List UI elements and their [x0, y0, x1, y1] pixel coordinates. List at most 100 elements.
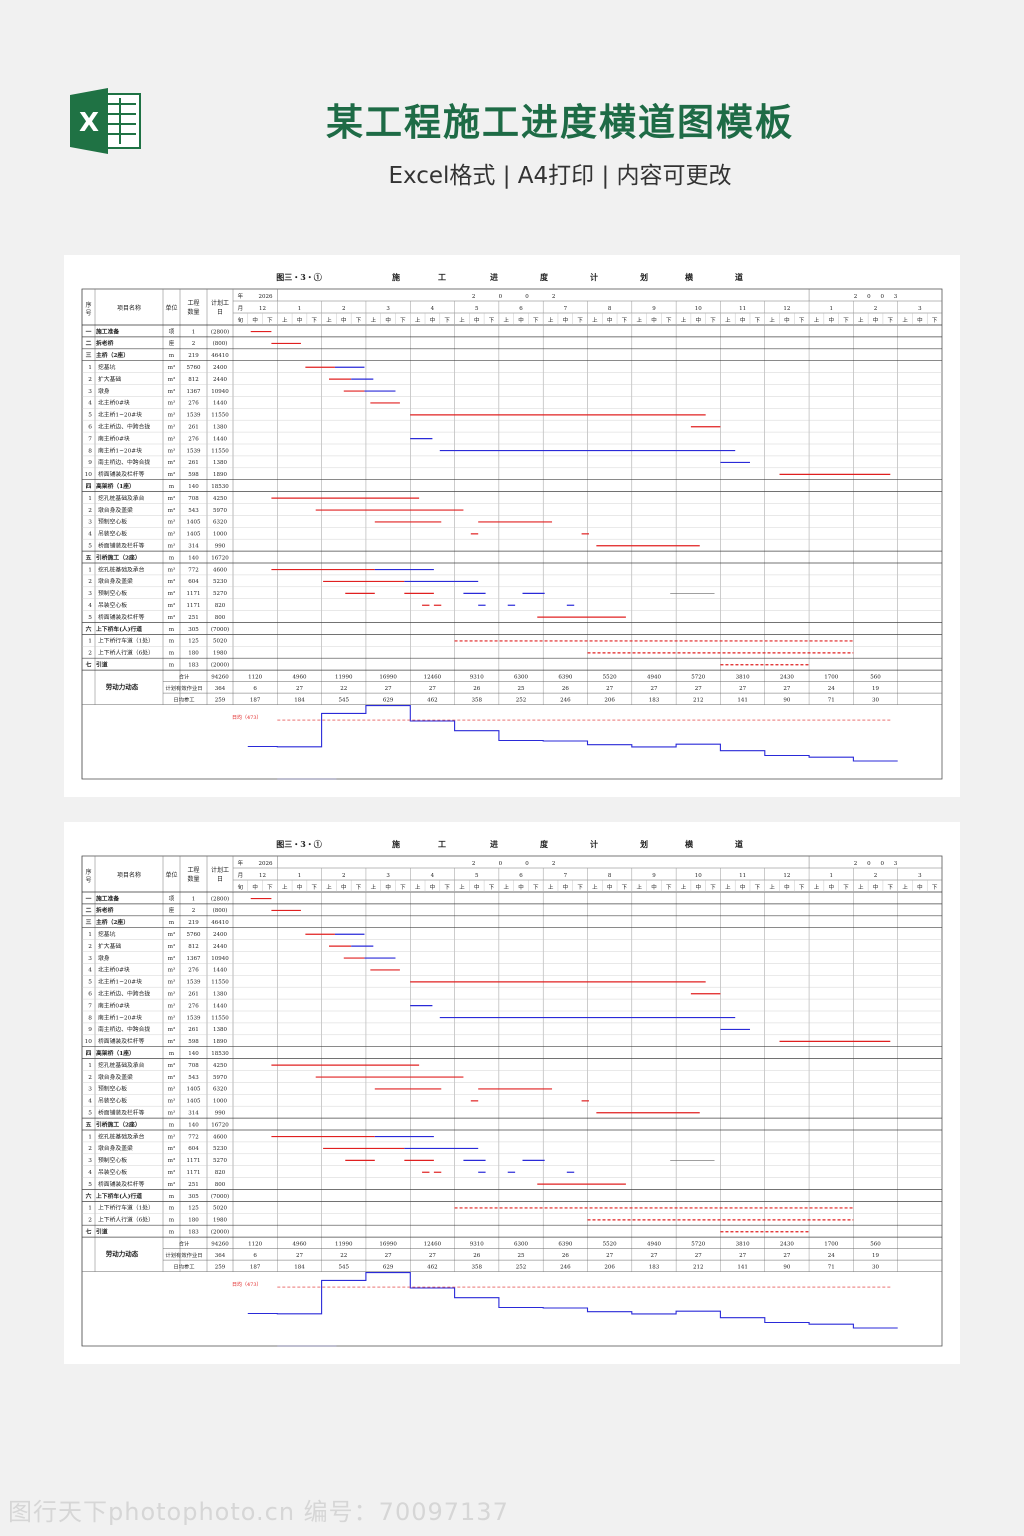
task-days: 1440 — [213, 1003, 227, 1009]
labor-value: 27 — [385, 686, 392, 692]
task-unit: m³ — [168, 459, 175, 466]
task-seq: 9 — [88, 460, 92, 466]
task-name: 桥面铺装及栏杆等 — [98, 613, 145, 621]
task-days: 46410 — [211, 920, 229, 926]
month-label: 2 — [874, 306, 878, 312]
task-days: (2000) — [211, 1229, 229, 1236]
task-name: 吊装空心板 — [98, 601, 127, 609]
labor-value: 206 — [604, 697, 615, 703]
task-name: 吊装空心板 — [98, 1097, 127, 1105]
task-qty: 180 — [188, 651, 199, 657]
dekad-label: 中 — [873, 883, 879, 891]
dekad-label: 下 — [755, 317, 761, 324]
labor-value: 27 — [783, 686, 790, 692]
year-digit: 2 — [472, 294, 476, 300]
task-row: 2 墩台身及盖梁 m³ 604 5230 — [82, 1144, 942, 1154]
labor-value: 26 — [562, 686, 569, 692]
dekad-label: 中 — [341, 316, 347, 324]
task-qty: 1 — [192, 896, 196, 902]
month-label: 5 — [475, 306, 479, 312]
task-seq: 4 — [88, 1099, 92, 1105]
task-unit: m — [169, 663, 175, 669]
dekad-label: 下 — [710, 317, 716, 324]
task-qty: 604 — [188, 579, 199, 585]
task-days: 800 — [215, 615, 226, 621]
task-seq: 5 — [88, 544, 92, 550]
labor-value: 545 — [339, 1264, 350, 1270]
task-row: 四高架桥（1座） m 140 18530 — [82, 1049, 942, 1059]
task-name: 施工准备 — [96, 894, 119, 902]
labor-value: 22 — [340, 1253, 347, 1259]
labor-row-label: 日均参工 — [173, 695, 195, 703]
task-row: 五引桥施工（2座） m 140 16720 — [82, 553, 942, 564]
task-unit: 座 — [169, 339, 175, 347]
task-seq: 8 — [88, 1015, 92, 1021]
task-name: 南主桥0#块 — [98, 434, 130, 442]
task-seq: 1 — [88, 496, 92, 502]
task-seq: 8 — [88, 448, 92, 454]
task-qty: 125 — [188, 1206, 199, 1212]
dekad-label: 上 — [769, 316, 775, 324]
labor-value: 25 — [518, 1253, 525, 1259]
task-row: 9 南主桥边、中跨合拢 m³ 261 1380 — [82, 1025, 942, 1036]
dekad-label: 中 — [917, 883, 923, 891]
task-unit: m³ — [168, 991, 175, 998]
labor-value: 462 — [427, 1264, 438, 1270]
month-label: 2 — [342, 306, 346, 312]
dekad-label: 中 — [252, 316, 258, 324]
task-name: 拆老桥 — [96, 906, 114, 914]
labor-value: 1120 — [248, 1241, 262, 1247]
labor-value: 27 — [429, 1253, 436, 1259]
task-qty: 1 — [192, 329, 196, 335]
dekad-label: 中 — [784, 883, 790, 891]
task-name: 桥面铺装及栏杆等 — [98, 1037, 145, 1045]
dekad-label: 中 — [828, 883, 834, 891]
labor-value: 252 — [516, 1264, 527, 1270]
task-days: (2000) — [211, 662, 229, 669]
dekad-label: 上 — [459, 316, 465, 324]
task-qty: 1539 — [187, 1015, 201, 1021]
task-days: 1000 — [213, 532, 227, 538]
task-name: 墩身 — [98, 387, 110, 395]
dekad-label: 上 — [858, 316, 864, 324]
task-seq: 1 — [88, 932, 92, 938]
task-days: 1890 — [213, 472, 227, 478]
task-qty: 812 — [188, 944, 199, 950]
task-qty: 261 — [188, 425, 199, 431]
task-name: 吊装空心板 — [98, 530, 127, 538]
task-unit: m³ — [168, 388, 175, 395]
task-name: 桥面铺装及栏杆等 — [98, 1180, 145, 1188]
dekad-label: 中 — [740, 316, 746, 324]
dekad-label: 下 — [311, 884, 317, 891]
page-subtitle: Excel格式 | A4打印 | 内容可更改 — [388, 163, 732, 189]
task-qty: 219 — [188, 920, 199, 926]
task-row: 1 挖基坑 m³ 5760 2400 — [82, 930, 942, 940]
header-seq: 序 — [85, 868, 91, 876]
labor-histogram — [247, 705, 898, 762]
labor-value: 27 — [739, 1253, 746, 1259]
task-days: 6320 — [213, 520, 227, 526]
dekad-label: 下 — [444, 317, 450, 324]
caption-char: 计 — [590, 839, 598, 849]
task-row: 5 北主桥1~20#块 m³ 1539 11550 — [82, 978, 942, 988]
task-qty: 125 — [188, 639, 199, 645]
labor-value: 4940 — [647, 674, 661, 680]
month-label: 3 — [918, 873, 922, 879]
sheet-frame — [81, 855, 943, 1347]
task-seq: 四 — [86, 483, 92, 490]
task-row: 4 北主桥0#块 m³ 276 1440 — [82, 966, 942, 976]
dekad-label: 上 — [326, 883, 332, 891]
dekad-label: 上 — [681, 316, 687, 324]
labor-value: 183 — [649, 697, 660, 703]
dekad-label: 下 — [533, 884, 539, 891]
task-row: 五引桥施工（2座） m 140 16720 — [82, 1120, 942, 1131]
task-days: 820 — [215, 603, 226, 609]
task-seq: 三 — [86, 352, 92, 359]
task-row: 8 南主桥1~20#块 m³ 1539 11550 — [82, 1013, 942, 1024]
task-days: (800) — [213, 907, 228, 914]
header-unit: 单位 — [165, 871, 177, 879]
task-unit: m³ — [168, 1145, 175, 1152]
dekad-label: 上 — [858, 883, 864, 891]
labor-section: 合计 94260 1120 4960 11990 16990 12460 9310 6300 63… — [82, 672, 942, 705]
month-label: 12 — [783, 306, 790, 312]
